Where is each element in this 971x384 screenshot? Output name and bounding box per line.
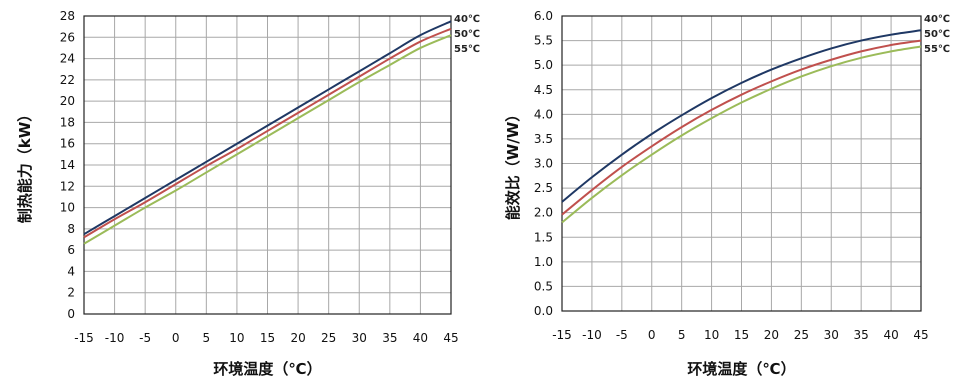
x-tick-label: 30 <box>352 331 367 345</box>
y-tick-label: 0.5 <box>534 279 553 293</box>
x-tick-label: 45 <box>443 331 458 345</box>
x-tick-label: 35 <box>382 331 397 345</box>
x-tick-label: 30 <box>824 328 839 342</box>
legend-label: 40℃ <box>924 14 950 25</box>
y-axis-title: 制热能力（kW） <box>16 107 34 224</box>
series-line-50℃ <box>561 39 922 216</box>
x-tick-label: 40 <box>413 331 428 345</box>
x-tick-label: -5 <box>616 328 628 342</box>
x-tick-label: -10 <box>582 328 602 342</box>
y-tick-label: 5.0 <box>534 58 553 72</box>
y-tick-label: 3.5 <box>534 132 553 146</box>
x-tick-label: -15 <box>74 331 94 345</box>
legend-label: 50℃ <box>454 29 480 40</box>
y-tick-label: 24 <box>60 52 75 66</box>
x-tick-label: 20 <box>764 328 779 342</box>
y-tick-label: 0 <box>67 307 75 321</box>
y-tick-label: 2.0 <box>534 206 553 220</box>
legend-label: 55℃ <box>924 44 950 55</box>
y-tick-label: 26 <box>60 30 75 44</box>
legend-label: 50℃ <box>924 29 950 40</box>
x-tick-label: 10 <box>704 328 719 342</box>
x-tick-label: 5 <box>203 331 211 345</box>
legend-label: 40℃ <box>454 14 480 25</box>
x-axis-title: 环境温度（℃） <box>213 360 321 378</box>
x-axis-title: 环境温度（℃） <box>687 360 795 378</box>
y-tick-label: 20 <box>60 94 75 108</box>
y-tick-label: 6.0 <box>534 9 553 23</box>
x-tick-label: 40 <box>883 328 898 342</box>
y-tick-label: 2 <box>67 286 75 300</box>
series-line-55℃ <box>561 45 922 224</box>
series-line-40℃ <box>561 29 922 203</box>
x-tick-label: -15 <box>552 328 572 342</box>
y-tick-label: 28 <box>60 9 75 23</box>
x-tick-label: 5 <box>678 328 686 342</box>
y-axis-title: 能效比（W/W） <box>504 107 522 221</box>
y-tick-label: 5.5 <box>534 34 553 48</box>
plot-frame <box>561 15 922 312</box>
y-tick-label: 3.0 <box>534 157 553 171</box>
y-tick-label: 18 <box>60 115 75 129</box>
y-tick-label: 2.5 <box>534 181 553 195</box>
series-line-40℃ <box>83 20 452 236</box>
y-tick-label: 1.5 <box>534 230 553 244</box>
y-tick-label: 4 <box>67 264 75 278</box>
chart-2: 0.0 0.5 1.0 1.5 2.0 2.5 3.0 3.5 4.0 4.5 5.0 5.5 6.0 -… <box>504 9 950 378</box>
y-tick-label: 1.0 <box>534 255 553 269</box>
y-tick-label: 0.0 <box>534 304 553 318</box>
y-tick-label: 16 <box>60 137 75 151</box>
plot-frame <box>83 15 452 315</box>
y-tick-label: 22 <box>60 73 75 87</box>
x-tick-label: 20 <box>290 331 305 345</box>
x-tick-label: 0 <box>172 331 180 345</box>
y-tick-label: 4.5 <box>534 83 553 97</box>
series-line-55℃ <box>83 34 452 245</box>
x-tick-label: 35 <box>854 328 869 342</box>
x-tick-label: 0 <box>648 328 656 342</box>
y-tick-label: 6 <box>67 243 75 257</box>
x-tick-label: 10 <box>229 331 244 345</box>
x-tick-label: 25 <box>321 331 336 345</box>
y-tick-label: 8 <box>67 222 75 236</box>
y-tick-label: 4.0 <box>534 107 553 121</box>
y-tick-label: 12 <box>60 179 75 193</box>
series-line-50℃ <box>83 27 452 239</box>
x-tick-label: 15 <box>260 331 275 345</box>
y-tick-label: 14 <box>60 158 75 172</box>
x-tick-label: -5 <box>139 331 151 345</box>
x-tick-label: 25 <box>794 328 809 342</box>
x-tick-label: 15 <box>734 328 749 342</box>
x-tick-label: 45 <box>913 328 928 342</box>
x-tick-label: -10 <box>105 331 125 345</box>
y-tick-label: 10 <box>60 201 75 215</box>
legend-label: 55℃ <box>454 44 480 55</box>
